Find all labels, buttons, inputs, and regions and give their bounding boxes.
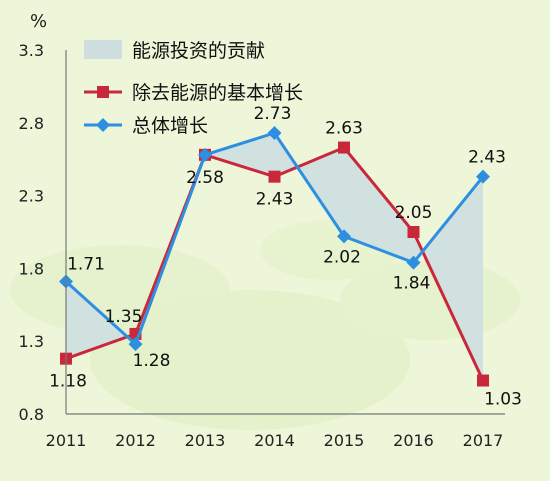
base-growth-data-label: 2.63 [325,119,363,139]
total-growth-point [128,337,143,352]
y-axis-unit: % [30,11,47,32]
total-growth-point [267,125,282,140]
base-growth-data-label: 2.05 [395,203,433,223]
total-growth-data-label: 2.43 [468,148,506,168]
legend-swatch-area [84,40,122,59]
total-growth-data-label: 1.84 [393,274,431,294]
total-growth-point [476,169,490,184]
base-growth-data-label: 2.43 [256,190,294,210]
y-tick-label: 2.3 [19,187,44,206]
legend-marker-base [97,86,109,98]
y-tick-label: 0.8 [19,405,44,424]
total-growth-data-label: 2.02 [323,247,361,267]
contribution-area [66,132,483,381]
base-growth-data-label: 2.58 [186,168,224,188]
plot-area: 1.18 1.35 2.58 2.43 2.63 2.05 1.03 1.71 1.28 2.73… [49,104,522,410]
x-tick-label: 2015 [324,431,365,450]
total-growth-data-label: 1.71 [67,255,105,275]
x-tick-label: 2014 [254,431,295,450]
y-tick-label: 1.8 [19,259,44,278]
x-tick-label: 2017 [463,431,504,450]
x-tick-label: 2016 [393,431,434,450]
legend-marker-total [96,118,110,132]
x-axis-ticks: 2011 2012 2013 2014 2015 2016 2017 [46,431,504,450]
legend: 能源投资的贡献 除去能源的基本增长 总体增长 [84,40,303,137]
background-decoration [10,220,520,430]
legend-label-base: 除去能源的基本增长 [132,82,303,104]
total-growth-point [198,147,212,162]
base-growth-point [338,141,350,154]
legend-label-area: 能源投资的贡献 [132,40,265,62]
legend-label-total: 总体增长 [132,115,208,137]
total-growth-data-label: 2.73 [254,104,292,124]
base-growth-data-label: 1.35 [105,307,143,327]
total-growth-point [406,255,421,270]
x-tick-label: 2013 [185,431,226,450]
y-tick-label: 2.8 [19,114,44,133]
x-tick-label: 2011 [46,431,87,450]
y-axis-ticks: 0.8 1.3 1.8 2.3 2.8 3.3 [19,41,44,424]
base-growth-data-label: 1.18 [49,372,87,392]
total-growth-data-label: 1.28 [133,351,171,371]
x-tick-label: 2012 [115,431,156,450]
base-growth-point [268,170,281,183]
base-growth-point [477,374,489,387]
base-growth-point [407,226,420,238]
total-growth-point [337,229,351,244]
y-tick-label: 3.3 [19,41,44,60]
base-growth-data-label: 1.03 [484,390,522,410]
y-tick-label: 1.3 [19,332,44,351]
